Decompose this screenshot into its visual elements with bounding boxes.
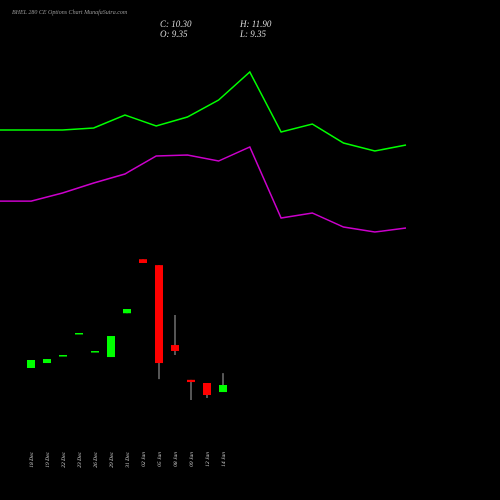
x-tick-label: 12 Jan: [205, 452, 211, 467]
x-tick-label: 31 Dec: [125, 451, 131, 468]
candle-body: [219, 385, 227, 393]
candle-body: [59, 355, 67, 357]
x-tick-label: 29 Dec: [109, 451, 115, 467]
x-tick-label: 14 Jan: [220, 452, 227, 467]
candle-body: [187, 379, 195, 383]
x-tick-label: 18 Dec: [29, 451, 35, 467]
candle-body: [43, 359, 51, 364]
candle-body: [27, 359, 35, 368]
x-tick-label: 19 Dec: [45, 451, 51, 467]
ohlc-open: O: 9.35: [160, 29, 188, 39]
x-tick-label: 26 Dec: [93, 451, 99, 467]
ohlc-high: H: 11.90: [239, 19, 272, 29]
x-tick-label: 08 Jan: [173, 452, 179, 467]
x-tick-label: 22 Dec: [61, 451, 67, 467]
x-tick-label: 05 Jan: [157, 452, 163, 467]
candle-body: [155, 265, 163, 364]
candle-body: [123, 309, 131, 314]
x-tick-label: 09 Jan: [189, 452, 195, 467]
candle-body: [75, 332, 83, 335]
candle-body: [107, 336, 115, 358]
ohlc-low: L: 9.35: [239, 29, 267, 39]
ohlc-close: C: 10.30: [160, 19, 192, 29]
chart-title: BHEL 280 CE Options Chart MunafaSutra.co…: [12, 9, 128, 16]
x-tick-label: 02 Jan: [141, 452, 147, 467]
candle-body: [203, 383, 211, 395]
candle-body: [171, 345, 179, 351]
indicator-line: [0, 146, 407, 233]
indicator-line: [0, 70, 407, 152]
candle-body: [91, 351, 99, 353]
x-tick-label: 23 Dec: [77, 451, 83, 467]
candle-body: [139, 259, 147, 263]
